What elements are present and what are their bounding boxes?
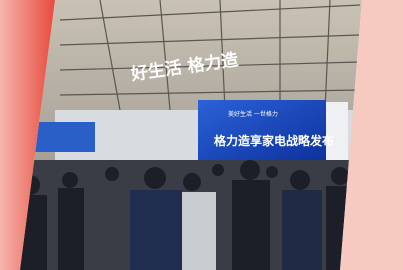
side-screen [30, 122, 95, 152]
screen-headline: 格力造享家电战略发布 [214, 133, 334, 148]
scene: 美好生活 一世格力 格力造享家电战略发布 好生活 格力造 [0, 0, 403, 270]
page: 美好生活 一世格力 格力造享家电战略发布 好生活 格力造 (() => { co… [0, 0, 403, 270]
photo: 美好生活 一世格力 格力造享家电战略发布 好生活 格力造 [0, 0, 403, 270]
crowd [15, 160, 356, 270]
screen-tagline: 美好生活 一世格力 [228, 110, 278, 118]
main-screen [198, 100, 326, 165]
screen-pillar [326, 102, 348, 162]
